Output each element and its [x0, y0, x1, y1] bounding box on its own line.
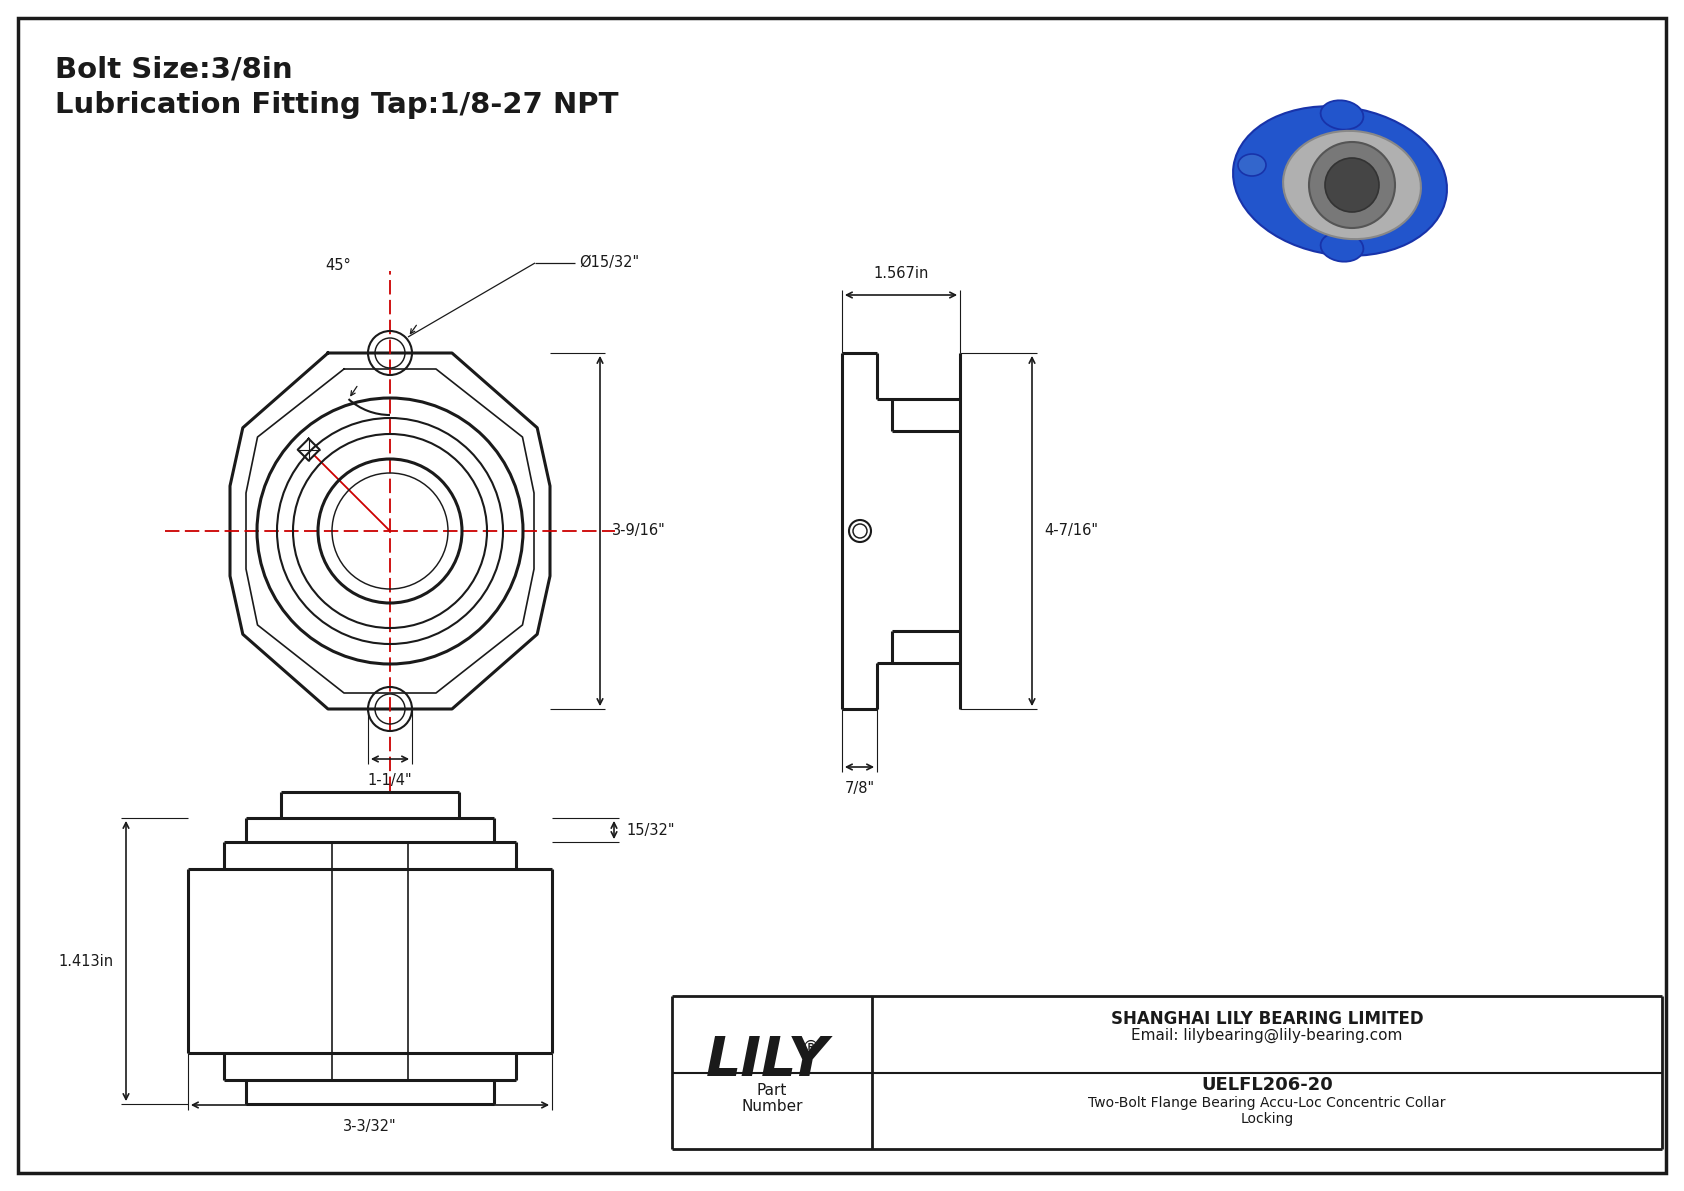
Text: 1.413in: 1.413in [59, 954, 115, 968]
Ellipse shape [1320, 100, 1364, 130]
Circle shape [1308, 142, 1394, 227]
Text: 1-1/4": 1-1/4" [367, 773, 413, 788]
Text: LILY: LILY [706, 1034, 829, 1087]
Ellipse shape [1233, 106, 1447, 256]
Text: SHANGHAI LILY BEARING LIMITED: SHANGHAI LILY BEARING LIMITED [1111, 1010, 1423, 1028]
Text: UELFL206-20: UELFL206-20 [1201, 1075, 1332, 1093]
Text: 3-9/16": 3-9/16" [611, 524, 665, 538]
Text: 45°: 45° [325, 258, 350, 273]
Text: 4-7/16": 4-7/16" [1044, 524, 1098, 538]
Text: Part: Part [756, 1083, 786, 1098]
Text: 3-3/32": 3-3/32" [344, 1120, 397, 1134]
Text: Ø15/32": Ø15/32" [579, 256, 640, 270]
Text: Two-Bolt Flange Bearing Accu-Loc Concentric Collar: Two-Bolt Flange Bearing Accu-Loc Concent… [1088, 1096, 1447, 1110]
Text: 7/8": 7/8" [844, 781, 874, 796]
Text: Number: Number [741, 1099, 803, 1114]
Ellipse shape [1238, 154, 1266, 176]
Text: Locking: Locking [1241, 1111, 1293, 1125]
Text: Bolt Size:3/8in: Bolt Size:3/8in [56, 56, 293, 85]
Text: 15/32": 15/32" [626, 823, 675, 837]
Text: 1.567in: 1.567in [874, 266, 928, 281]
Text: Lubrication Fitting Tap:1/8-27 NPT: Lubrication Fitting Tap:1/8-27 NPT [56, 91, 618, 119]
Ellipse shape [1320, 232, 1364, 262]
Text: ®: ® [802, 1039, 818, 1056]
Circle shape [1325, 158, 1379, 212]
Text: Email: lilybearing@lily-bearing.com: Email: lilybearing@lily-bearing.com [1132, 1028, 1403, 1043]
Ellipse shape [1283, 131, 1421, 239]
